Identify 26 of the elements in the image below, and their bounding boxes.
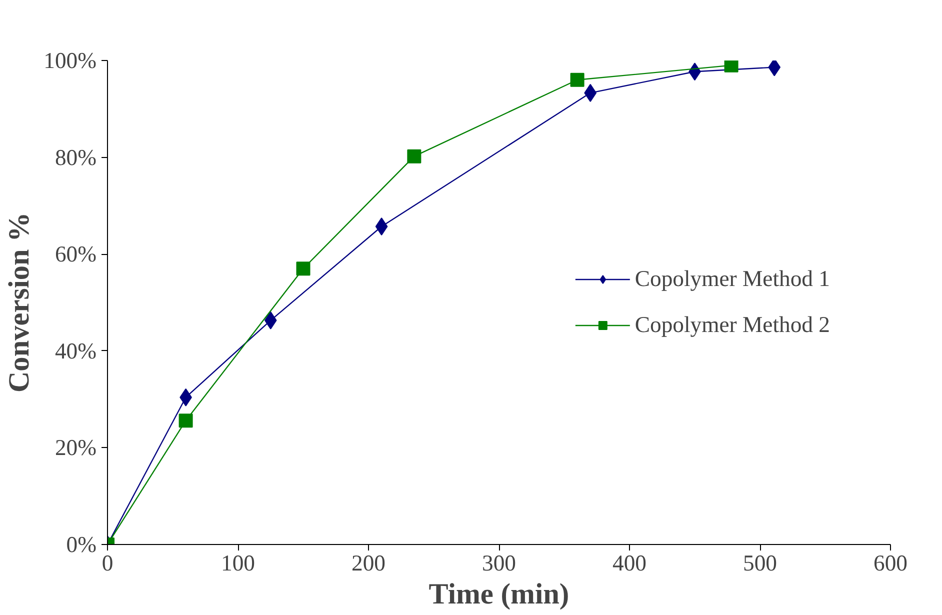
y-tick-label: 60%: [54, 242, 97, 267]
point: [570, 72, 584, 87]
point: [264, 311, 277, 330]
y-tick-label: 0%: [66, 532, 97, 557]
legend-label: Copolymer Method 1: [634, 266, 830, 292]
point: [724, 60, 738, 72]
point: [178, 414, 193, 428]
x-axis-title: Time (min): [428, 578, 570, 610]
point: [768, 60, 781, 76]
x-tick-label: 600: [874, 550, 908, 576]
x-tick-label: 400: [612, 550, 646, 576]
x-tick-label: 100: [221, 550, 255, 576]
x-tick-label: 300: [482, 550, 516, 576]
y-tick-label: 100%: [44, 48, 97, 73]
point: [375, 218, 388, 236]
point: [296, 262, 310, 276]
legend-label: Copolymer Method 2: [634, 312, 830, 338]
y-tick-label: 20%: [54, 435, 97, 460]
y-tick-label: 40%: [54, 338, 97, 364]
y-tick-label: 80%: [54, 144, 97, 170]
x-tick-label: 0: [102, 550, 114, 576]
point: [407, 149, 422, 164]
x-tick-label: 500: [743, 550, 777, 576]
point: [584, 84, 597, 102]
y-axis-title: Conversion %: [4, 212, 36, 393]
x-tick-label: 200: [352, 550, 386, 576]
